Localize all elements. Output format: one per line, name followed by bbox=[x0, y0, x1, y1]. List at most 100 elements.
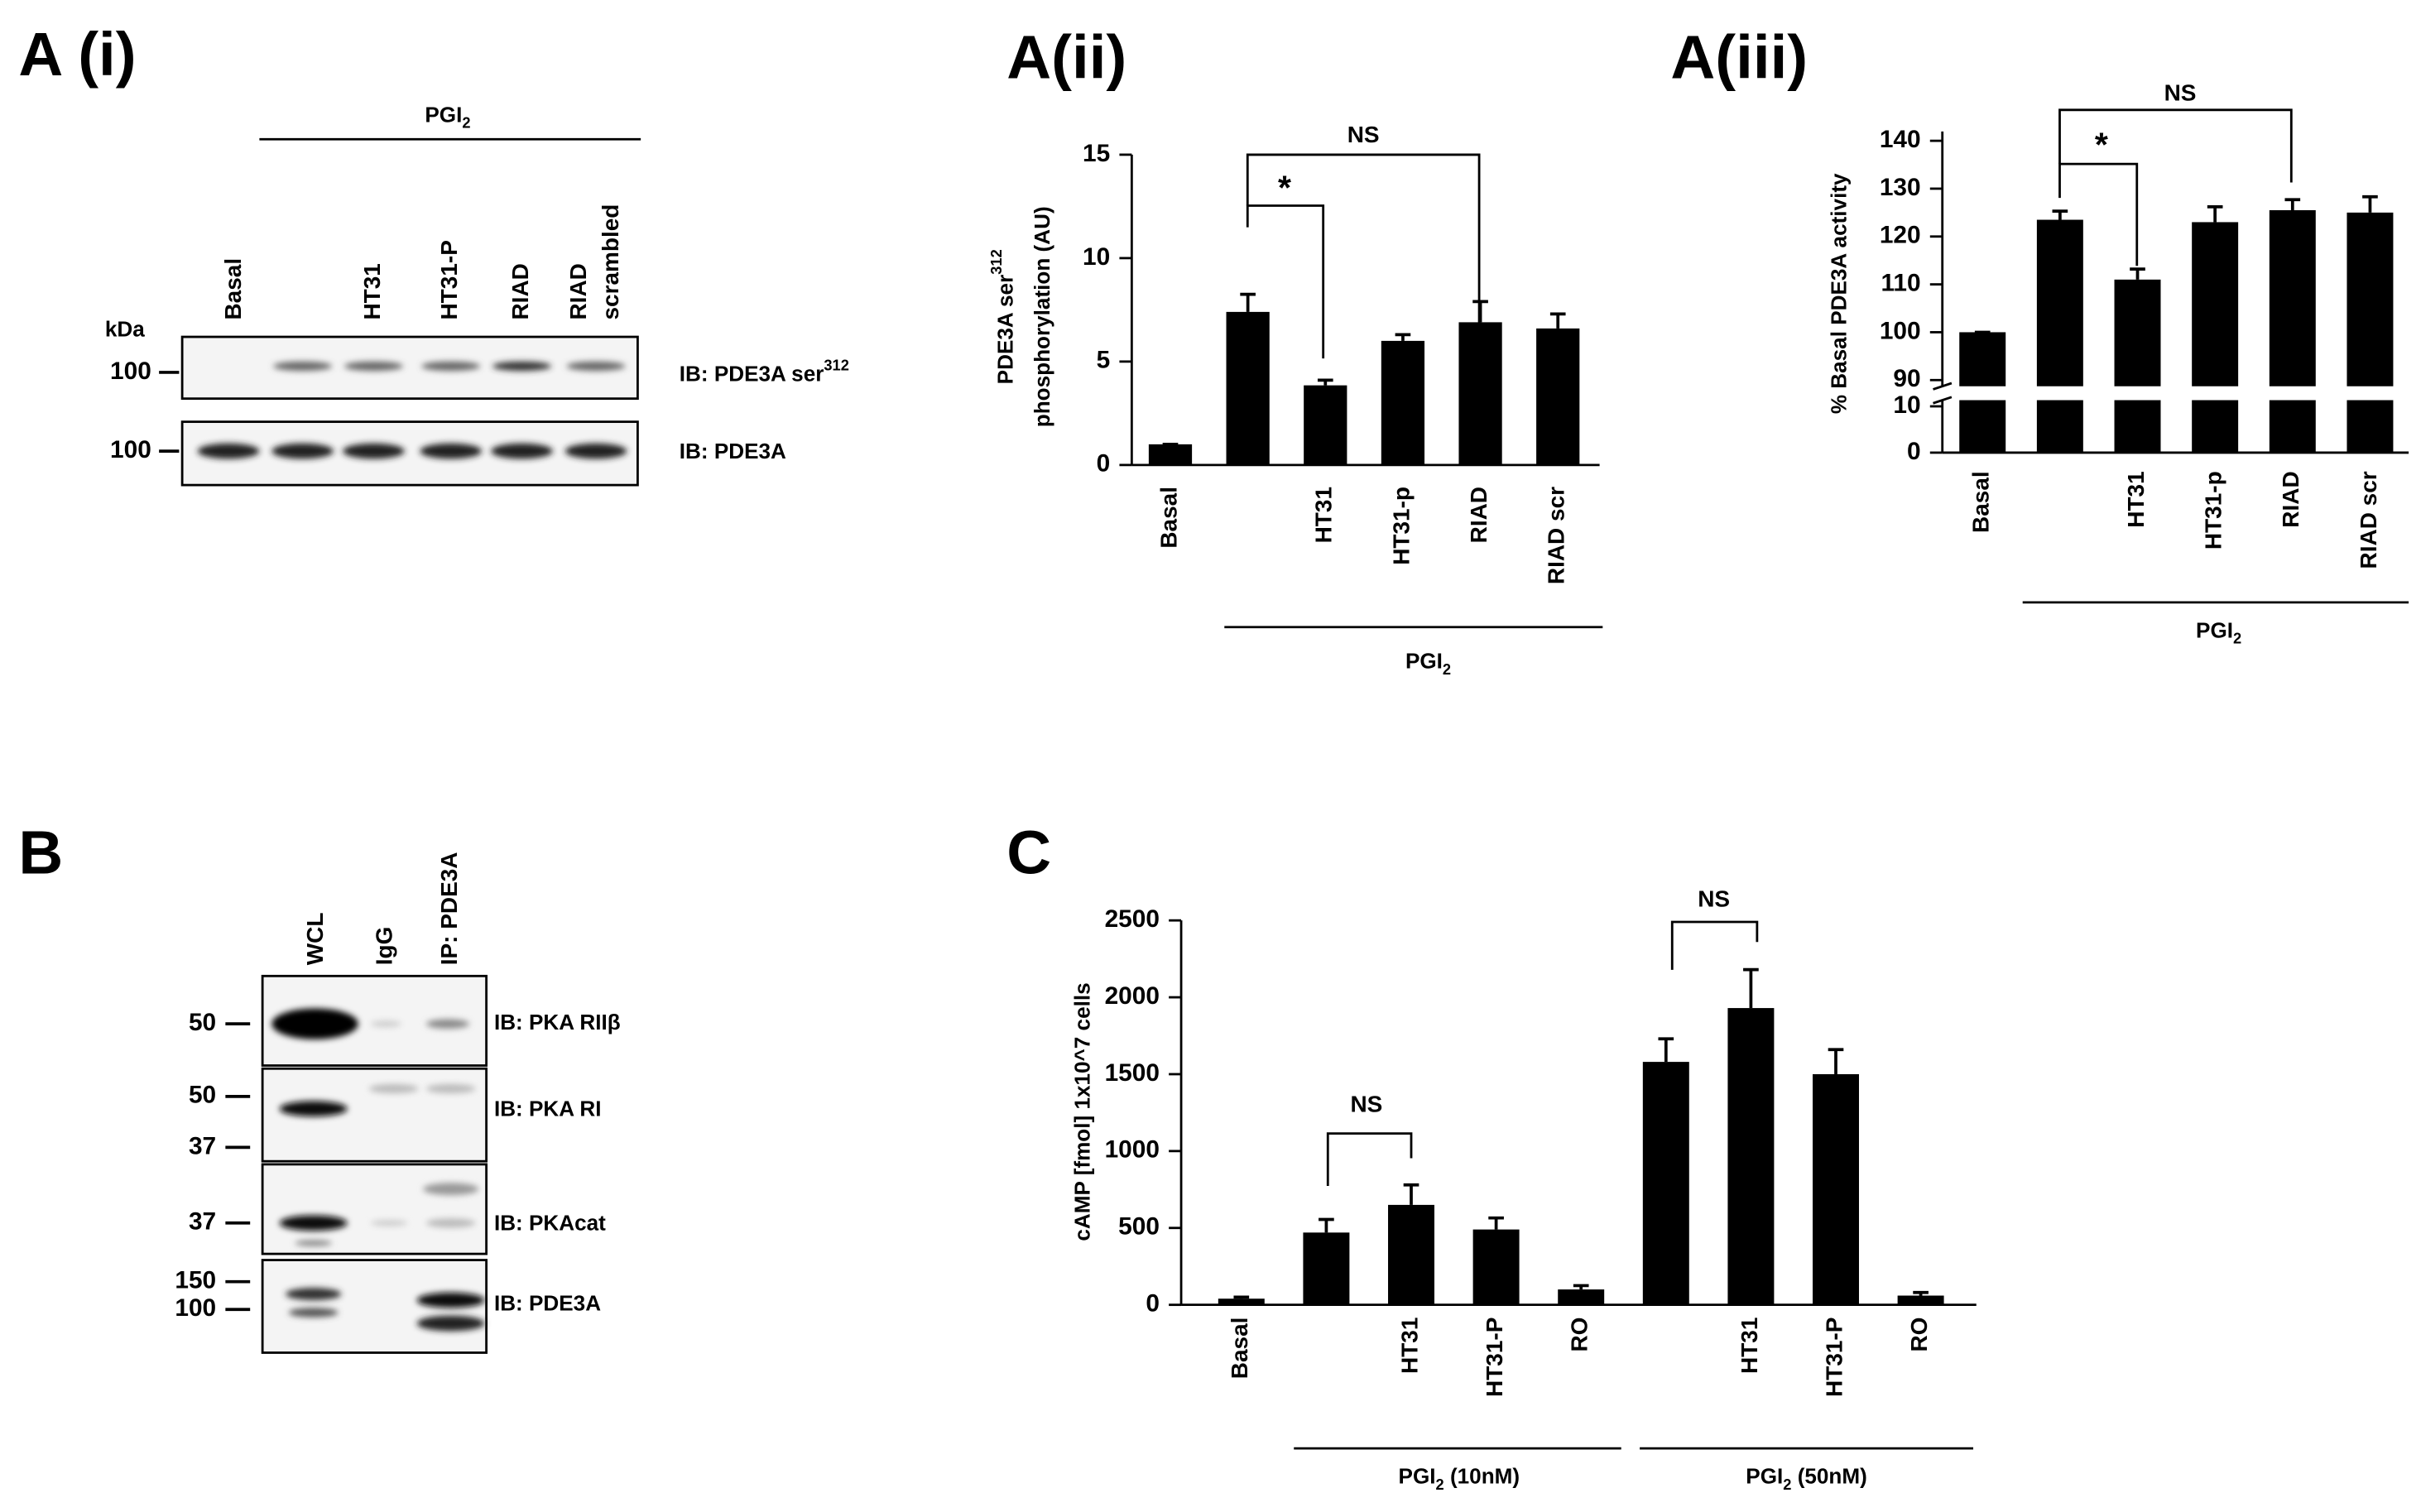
blot-band bbox=[343, 361, 403, 372]
blot-frame bbox=[261, 1067, 488, 1163]
bar bbox=[2036, 219, 2083, 386]
significance-label: * bbox=[2095, 125, 2108, 163]
panel-title: A (i) bbox=[18, 19, 136, 89]
y-tick-label: 1500 bbox=[1105, 1059, 1160, 1087]
blot-band bbox=[279, 1215, 348, 1231]
error-bar bbox=[1395, 333, 1411, 341]
blot-band bbox=[197, 443, 260, 459]
error-bar bbox=[1233, 1295, 1250, 1299]
bar bbox=[2269, 400, 2316, 453]
group-label: PGI2 bbox=[425, 102, 470, 131]
x-tick-label: RO bbox=[1567, 1318, 1592, 1352]
significance-bracket bbox=[2058, 162, 2139, 266]
x-tick-label: HT31-p bbox=[2201, 471, 2226, 550]
lane-label: WCL bbox=[302, 913, 328, 966]
group-label: PGI2 bbox=[2196, 617, 2241, 646]
size-marker: 100 bbox=[175, 1294, 216, 1322]
group-label-part: 2 bbox=[1443, 660, 1451, 678]
y-tick-label: 1000 bbox=[1105, 1136, 1160, 1164]
blot-band bbox=[566, 361, 626, 372]
group-label-part: PGI bbox=[1399, 1463, 1436, 1488]
size-marker: 50 bbox=[189, 1009, 216, 1036]
group-label: PGI2 (10nM) bbox=[1399, 1463, 1520, 1492]
y-tick-label: 5 bbox=[1097, 347, 1111, 374]
blot-frame bbox=[180, 420, 639, 487]
error-bar bbox=[2052, 209, 2068, 220]
group-label-part: 2 bbox=[2233, 629, 2241, 646]
blot-band bbox=[343, 443, 405, 459]
bar bbox=[2036, 400, 2083, 453]
error-bar bbox=[1549, 312, 1566, 329]
bar bbox=[1304, 385, 1347, 465]
blot-band bbox=[271, 443, 334, 459]
group-label-part: PGI bbox=[1746, 1463, 1783, 1488]
bar bbox=[2192, 400, 2239, 453]
error-bar bbox=[1319, 1217, 1334, 1233]
blot-band bbox=[368, 1083, 419, 1094]
error-bar bbox=[1913, 1290, 1929, 1296]
blot-band bbox=[279, 1101, 348, 1117]
error-bar bbox=[1488, 1216, 1504, 1230]
error-bar bbox=[2284, 198, 2301, 210]
group-label: PGI2 bbox=[1405, 649, 1451, 678]
y-tick-label: 0 bbox=[1907, 438, 1921, 465]
lane-label: HT31-P bbox=[436, 240, 462, 319]
bar bbox=[1536, 328, 1580, 465]
error-bar bbox=[1317, 378, 1333, 386]
y-axis-label-part: 312 bbox=[987, 249, 1005, 274]
bar bbox=[1381, 340, 1425, 465]
x-tick-label: RIAD scr bbox=[2356, 471, 2381, 569]
group-label-part: 2 bbox=[462, 113, 470, 131]
blot-band bbox=[370, 1020, 402, 1027]
blot-label: IB: PDE3A ser312 bbox=[680, 356, 849, 386]
blot-band bbox=[295, 1240, 333, 1246]
error-bar bbox=[1828, 1048, 1844, 1074]
group-label: PGI2 (50nM) bbox=[1746, 1463, 1867, 1492]
x-tick-label: HT31 bbox=[2123, 471, 2149, 527]
panel-title: B bbox=[18, 817, 63, 886]
y-tick-label: 90 bbox=[1893, 365, 1920, 392]
y-tick-label: 10 bbox=[1083, 243, 1110, 271]
blot-band bbox=[420, 443, 483, 459]
lane-label: RIAD bbox=[507, 263, 533, 319]
bar bbox=[1388, 1204, 1434, 1305]
x-tick-label: Basal bbox=[1155, 487, 1181, 549]
y-tick-label: 10 bbox=[1893, 391, 1920, 419]
error-bar bbox=[2362, 194, 2378, 213]
group-label-part: PGI bbox=[2196, 617, 2233, 642]
significance-label: NS bbox=[1698, 886, 1730, 911]
blot-band bbox=[416, 1292, 485, 1308]
x-tick-label: HT31-p bbox=[1388, 487, 1414, 565]
significance-label: NS bbox=[1350, 1091, 1382, 1116]
x-tick-label: HT31 bbox=[1396, 1318, 1422, 1374]
blot-label: IB: PKAcat bbox=[494, 1211, 606, 1236]
blot-band bbox=[416, 1315, 485, 1332]
x-tick-label: HT31-P bbox=[1482, 1318, 1507, 1397]
blot-band bbox=[425, 1019, 470, 1029]
size-marker: 37 bbox=[189, 1208, 216, 1236]
significance-bracket bbox=[1670, 920, 1759, 970]
panel-title: A(iii) bbox=[1670, 22, 1808, 92]
x-tick-label: RIAD bbox=[2278, 471, 2303, 527]
bar bbox=[2114, 400, 2161, 453]
y-tick-label: 140 bbox=[1880, 126, 1921, 153]
group-label-part: PGI bbox=[1405, 649, 1443, 674]
y-tick-label: 100 bbox=[1880, 317, 1921, 344]
significance-label: NS bbox=[1347, 122, 1380, 147]
bar bbox=[2114, 279, 2161, 386]
blot-frame bbox=[261, 1163, 488, 1255]
blot-band bbox=[273, 361, 333, 372]
blot-label: IB: PKA RI bbox=[494, 1097, 602, 1121]
bar bbox=[1642, 1062, 1689, 1305]
size-marker: 150 bbox=[175, 1267, 216, 1294]
significance-label: NS bbox=[2164, 80, 2197, 106]
blot-label-part: IB: PDE3A ser bbox=[680, 362, 824, 386]
y-tick-label: 500 bbox=[1118, 1213, 1160, 1241]
size-marker: 37 bbox=[189, 1132, 216, 1159]
blot-band bbox=[271, 1008, 358, 1039]
panel-title: A(ii) bbox=[1006, 22, 1126, 92]
blot-band bbox=[370, 1220, 408, 1226]
x-tick-label: HT31-P bbox=[1821, 1318, 1847, 1397]
bar bbox=[1897, 1295, 1944, 1305]
error-bar bbox=[1658, 1037, 1674, 1063]
